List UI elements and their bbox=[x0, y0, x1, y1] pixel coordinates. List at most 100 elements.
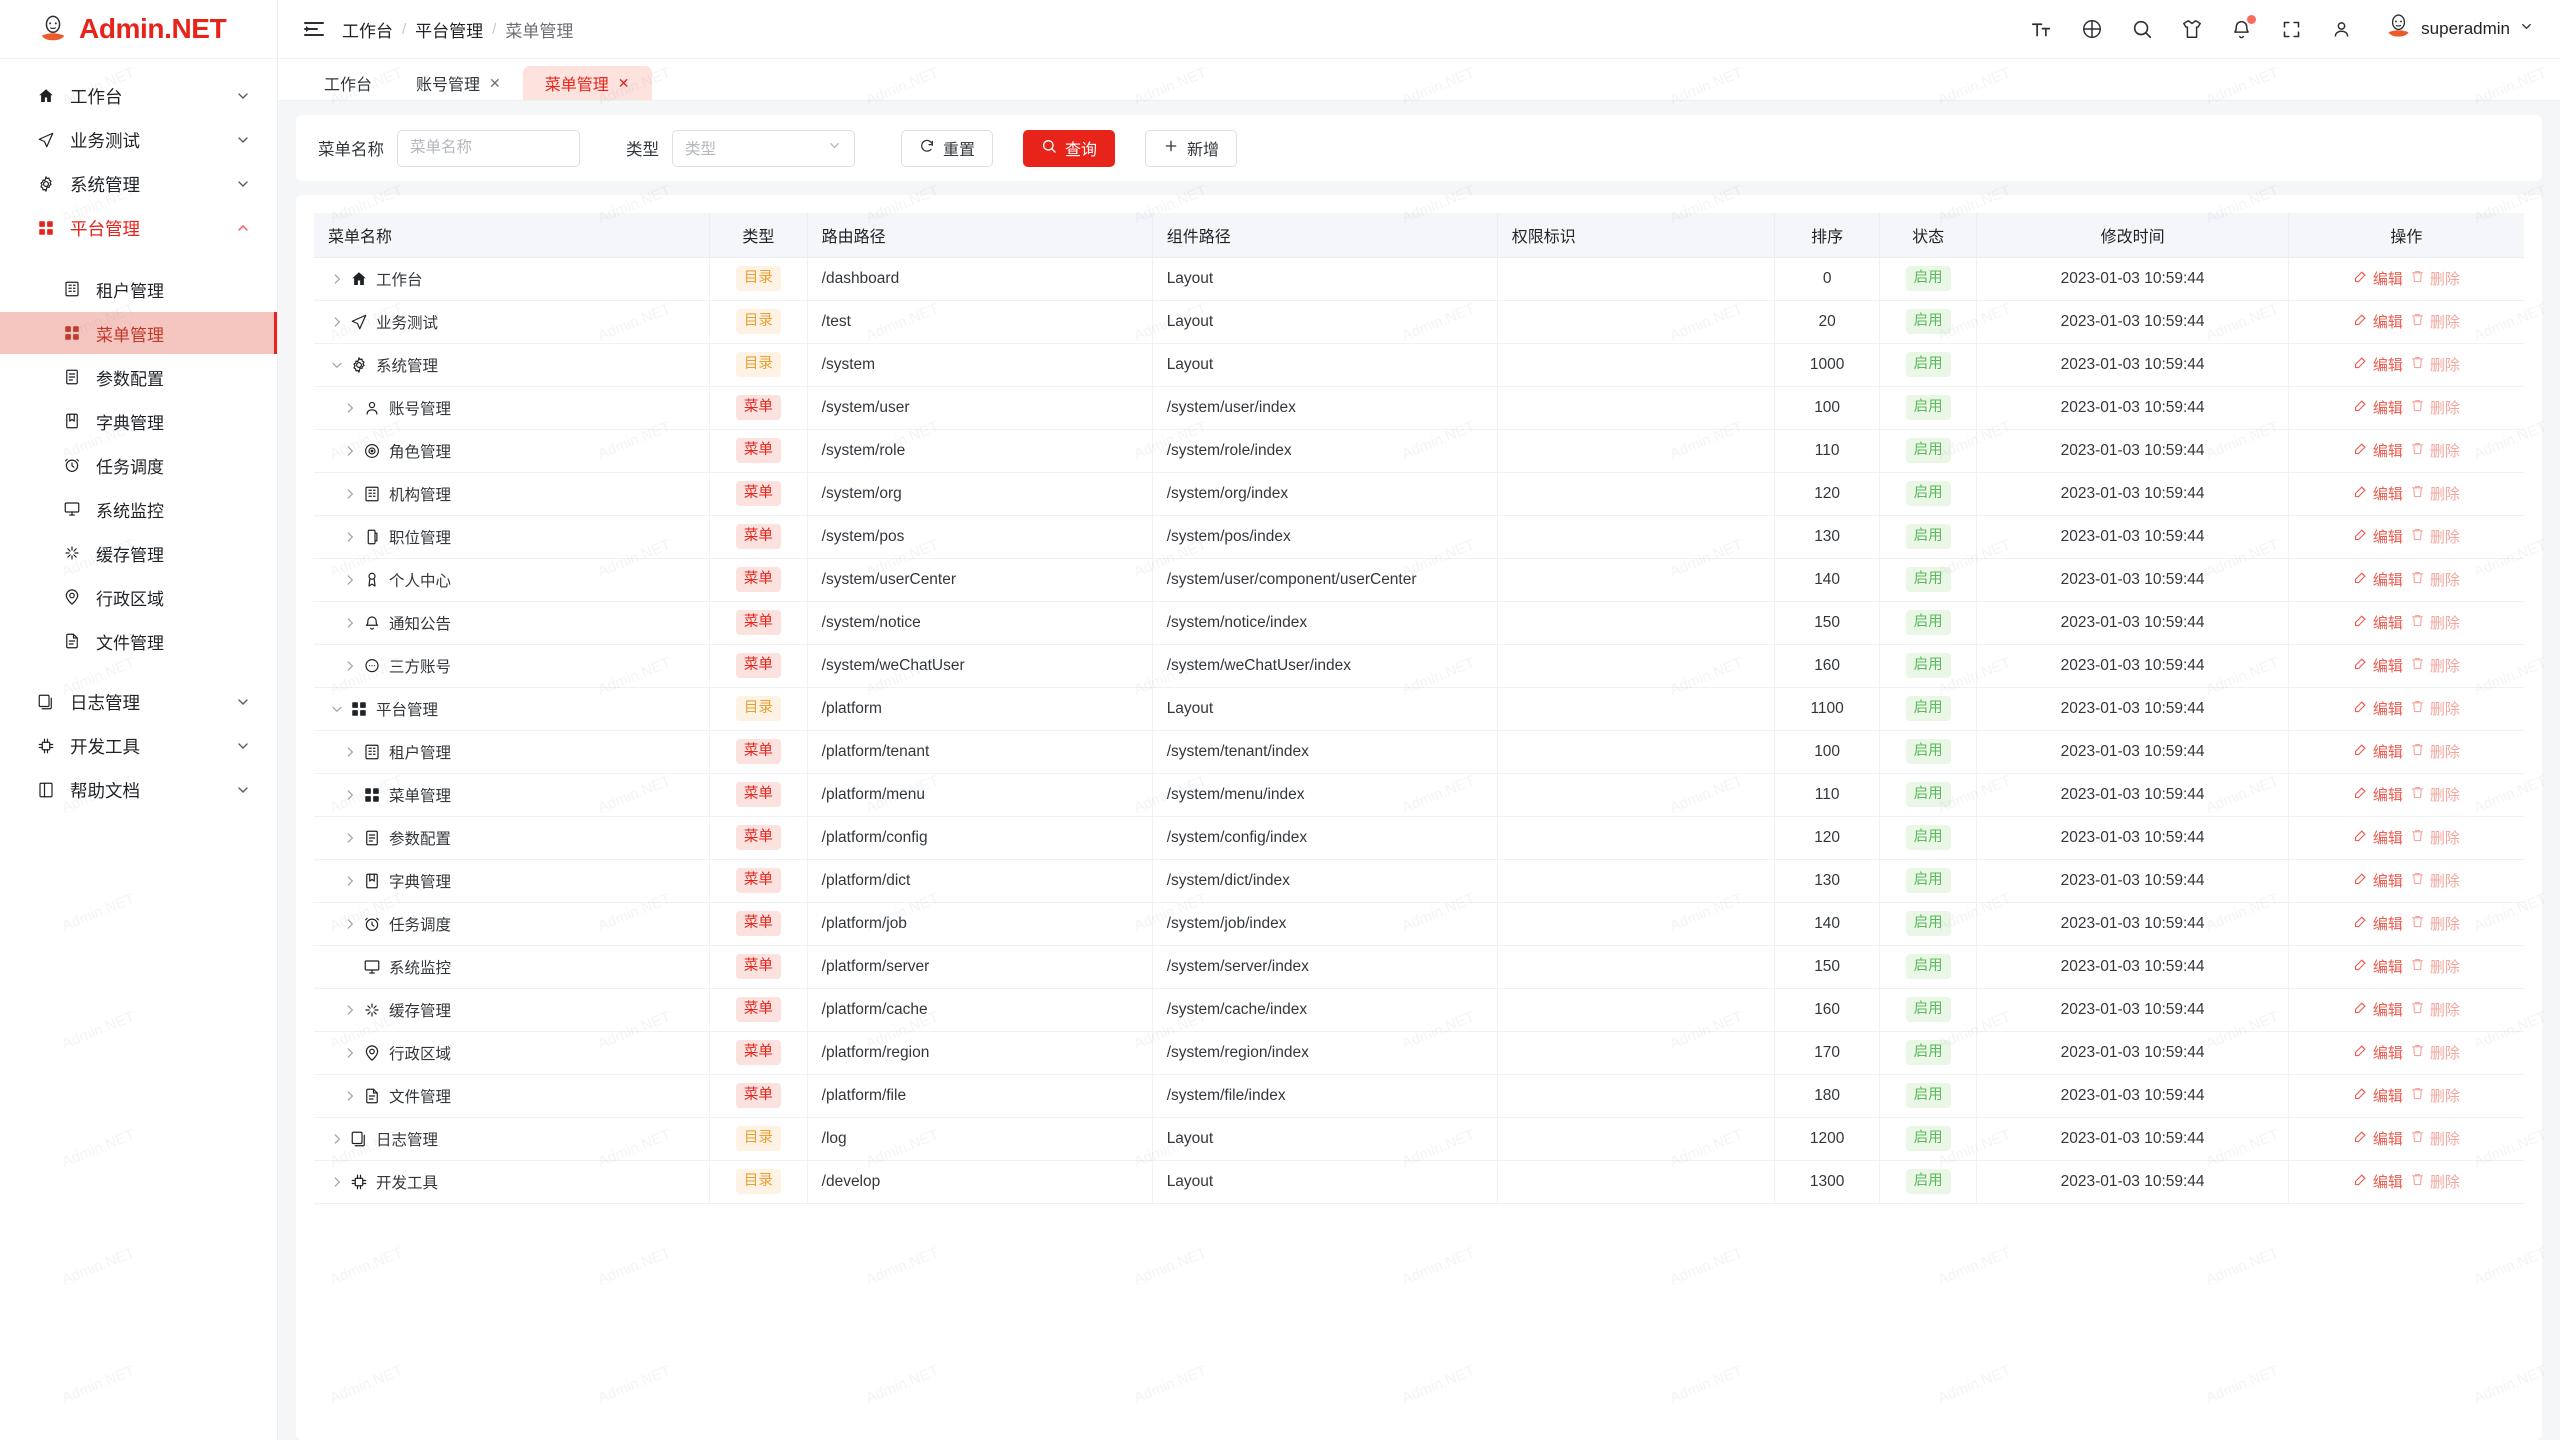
chevron-right-icon[interactable] bbox=[328, 1173, 345, 1190]
sidebar-item-菜单管理[interactable]: 菜单管理 bbox=[0, 312, 277, 354]
chevron-right-icon[interactable] bbox=[341, 528, 358, 545]
edit-button[interactable]: 编辑 bbox=[2353, 569, 2403, 590]
edit-button[interactable]: 编辑 bbox=[2353, 870, 2403, 891]
edit-button[interactable]: 编辑 bbox=[2353, 526, 2403, 547]
chevron-right-icon[interactable] bbox=[328, 313, 345, 330]
chevron-right-icon[interactable] bbox=[341, 571, 358, 588]
sidebar-item-系统管理[interactable]: 系统管理 bbox=[0, 163, 277, 205]
delete-button[interactable]: 删除 bbox=[2410, 655, 2460, 676]
edit-button[interactable]: 编辑 bbox=[2353, 784, 2403, 805]
delete-button[interactable]: 删除 bbox=[2410, 612, 2460, 633]
table-row[interactable]: 业务测试 目录/test Layout 20 启用 2023-01-03 10:59:44… bbox=[314, 300, 2524, 344]
chevron-right-icon[interactable] bbox=[341, 915, 358, 932]
table-row[interactable]: 系统管理 目录/system Layout 1000 启用 2023-01-03 10:5… bbox=[314, 343, 2524, 387]
tab-菜单管理[interactable]: 菜单管理 ✕ bbox=[522, 66, 652, 100]
breadcrumb-item-0[interactable]: 工作台 bbox=[342, 21, 393, 41]
edit-button[interactable]: 编辑 bbox=[2353, 354, 2403, 375]
delete-button[interactable]: 删除 bbox=[2410, 311, 2460, 332]
chevron-right-icon[interactable] bbox=[341, 657, 358, 674]
sidebar-item-字典管理[interactable]: 字典管理 bbox=[0, 400, 277, 442]
chevron-right-icon[interactable] bbox=[341, 442, 358, 459]
delete-button[interactable]: 删除 bbox=[2410, 526, 2460, 547]
table-row[interactable]: 机构管理 菜单/system/org/system/org/index 120 启用 2… bbox=[314, 472, 2524, 516]
reset-button[interactable]: 重置 bbox=[901, 129, 994, 167]
chevron-right-icon[interactable] bbox=[341, 1044, 358, 1061]
table-scroll[interactable]: 菜单名称 类型 路由路径 组件路径 权限标识 排序 状态 修改时间 操作 bbox=[314, 213, 2524, 1440]
chevron-right-icon[interactable] bbox=[341, 1087, 358, 1104]
table-row[interactable]: 个人中心 菜单/system/userCenter/system/user/com… bbox=[314, 558, 2524, 602]
sidebar-item-日志管理[interactable]: 日志管理 bbox=[0, 681, 277, 723]
delete-button[interactable]: 删除 bbox=[2410, 569, 2460, 590]
table-row[interactable]: 账号管理 菜单/system/user/system/user/index 100 启… bbox=[314, 386, 2524, 430]
chevron-right-icon[interactable] bbox=[328, 1130, 345, 1147]
delete-button[interactable]: 删除 bbox=[2410, 870, 2460, 891]
chevron-right-icon[interactable] bbox=[341, 399, 358, 416]
chevron-right-icon[interactable] bbox=[341, 1001, 358, 1018]
theme-shirt-icon[interactable] bbox=[2179, 17, 2204, 42]
sidebar-item-工作台[interactable]: 工作台 bbox=[0, 75, 277, 117]
chevron-right-icon[interactable] bbox=[341, 872, 358, 889]
edit-button[interactable]: 编辑 bbox=[2353, 268, 2403, 289]
delete-button[interactable]: 删除 bbox=[2410, 1171, 2460, 1192]
edit-button[interactable]: 编辑 bbox=[2353, 1042, 2403, 1063]
table-row[interactable]: 租户管理 菜单/platform/tenant/system/tenant/ind… bbox=[314, 730, 2524, 774]
delete-button[interactable]: 删除 bbox=[2410, 827, 2460, 848]
table-row[interactable]: 日志管理 目录/log Layout 1200 启用 2023-01-03 10:59:4… bbox=[314, 1117, 2524, 1161]
chevron-right-icon[interactable] bbox=[341, 743, 358, 760]
table-row[interactable]: 角色管理 菜单/system/role/system/role/index 110 启… bbox=[314, 429, 2524, 473]
edit-button[interactable]: 编辑 bbox=[2353, 612, 2403, 633]
table-row[interactable]: 平台管理 目录/platform Layout 1100 启用 2023-01-03 10… bbox=[314, 687, 2524, 731]
sidebar-item-业务测试[interactable]: 业务测试 bbox=[0, 119, 277, 161]
delete-button[interactable]: 删除 bbox=[2410, 483, 2460, 504]
table-row[interactable]: 字典管理 菜单/platform/dict/system/dict/index 13… bbox=[314, 859, 2524, 903]
table-row[interactable]: 任务调度 菜单/platform/job/system/job/index 140 启… bbox=[314, 902, 2524, 946]
sidebar-item-平台管理[interactable]: 平台管理 bbox=[0, 207, 277, 249]
type-select[interactable]: 类型 bbox=[672, 129, 855, 167]
edit-button[interactable]: 编辑 bbox=[2353, 1085, 2403, 1106]
search-icon[interactable] bbox=[2129, 17, 2154, 42]
delete-button[interactable]: 删除 bbox=[2410, 741, 2460, 762]
text-size-icon[interactable] bbox=[2029, 17, 2054, 42]
user-menu[interactable]: superadmin bbox=[2385, 13, 2534, 45]
chevron-right-icon[interactable] bbox=[341, 829, 358, 846]
table-row[interactable]: 工作台 目录/dashboard Layout 0 启用 2023-01-03 10:59… bbox=[314, 257, 2524, 301]
edit-button[interactable]: 编辑 bbox=[2353, 741, 2403, 762]
table-row[interactable]: 参数配置 菜单/platform/config/system/config/ind… bbox=[314, 816, 2524, 860]
language-globe-icon[interactable] bbox=[2079, 17, 2104, 42]
table-row[interactable]: 系统监控 菜单/platform/server/system/server/ind… bbox=[314, 945, 2524, 989]
delete-button[interactable]: 删除 bbox=[2410, 440, 2460, 461]
chevron-right-icon[interactable] bbox=[341, 485, 358, 502]
user-icon[interactable] bbox=[2329, 17, 2354, 42]
edit-button[interactable]: 编辑 bbox=[2353, 440, 2403, 461]
table-row[interactable]: 缓存管理 菜单/platform/cache/system/cache/index… bbox=[314, 988, 2524, 1032]
edit-button[interactable]: 编辑 bbox=[2353, 1128, 2403, 1149]
delete-button[interactable]: 删除 bbox=[2410, 397, 2460, 418]
sidebar-item-帮助文档[interactable]: 帮助文档 bbox=[0, 769, 277, 811]
chevron-right-icon[interactable] bbox=[341, 614, 358, 631]
edit-button[interactable]: 编辑 bbox=[2353, 827, 2403, 848]
sidebar-item-租户管理[interactable]: 租户管理 bbox=[0, 268, 277, 310]
delete-button[interactable]: 删除 bbox=[2410, 268, 2460, 289]
delete-button[interactable]: 删除 bbox=[2410, 1085, 2460, 1106]
table-row[interactable]: 三方账号 菜单/system/weChatUser/system/weChatUs… bbox=[314, 644, 2524, 688]
tab-账号管理[interactable]: 账号管理 ✕ bbox=[394, 66, 523, 100]
delete-button[interactable]: 删除 bbox=[2410, 698, 2460, 719]
sidebar-item-参数配置[interactable]: 参数配置 bbox=[0, 356, 277, 398]
chevron-right-icon[interactable] bbox=[341, 786, 358, 803]
delete-button[interactable]: 删除 bbox=[2410, 913, 2460, 934]
close-icon[interactable]: ✕ bbox=[617, 75, 630, 91]
edit-button[interactable]: 编辑 bbox=[2353, 956, 2403, 977]
chevron-down-icon[interactable] bbox=[328, 700, 345, 717]
edit-button[interactable]: 编辑 bbox=[2353, 913, 2403, 934]
chevron-right-icon[interactable] bbox=[328, 270, 345, 287]
menu-name-input[interactable] bbox=[397, 129, 580, 167]
close-icon[interactable]: ✕ bbox=[489, 75, 501, 91]
delete-button[interactable]: 删除 bbox=[2410, 784, 2460, 805]
sidebar-item-缓存管理[interactable]: 缓存管理 bbox=[0, 532, 277, 574]
delete-button[interactable]: 删除 bbox=[2410, 1042, 2460, 1063]
add-button[interactable]: 新增 bbox=[1145, 129, 1238, 167]
table-row[interactable]: 开发工具 目录/develop Layout 1300 启用 2023-01-03 10:… bbox=[314, 1160, 2524, 1204]
sidebar-item-任务调度[interactable]: 任务调度 bbox=[0, 444, 277, 486]
table-row[interactable]: 文件管理 菜单/platform/file/system/file/index 18… bbox=[314, 1074, 2524, 1118]
table-row[interactable]: 通知公告 菜单/system/notice/system/notice/index… bbox=[314, 601, 2524, 645]
